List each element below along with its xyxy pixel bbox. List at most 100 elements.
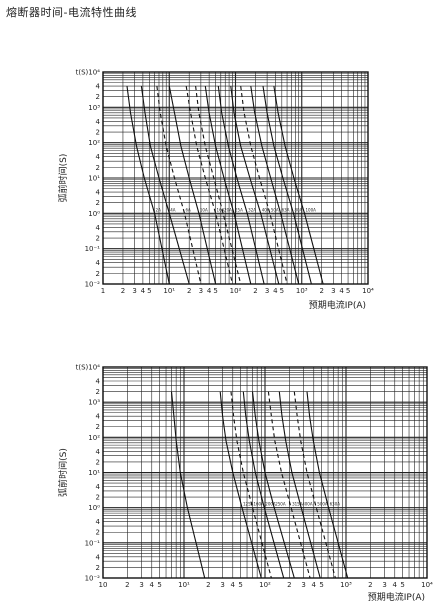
x-tick-label: 10¹ bbox=[178, 581, 190, 589]
series-label: 4A bbox=[170, 207, 176, 212]
x-tick-label: 4 bbox=[312, 581, 317, 589]
series-label: 63A bbox=[282, 207, 290, 212]
y-tick-label: 10⁰ bbox=[88, 210, 100, 218]
x-tick-label: 2 bbox=[206, 581, 210, 589]
y-tick-label: 2 bbox=[96, 129, 100, 137]
y-tick-label: 4 bbox=[96, 377, 101, 385]
x-tick-label: 5 bbox=[346, 287, 350, 295]
series-curve-13 bbox=[273, 86, 324, 285]
y-tick-label: 2 bbox=[96, 529, 100, 537]
y-axis-title: 弧前时间(S) bbox=[57, 154, 69, 203]
x-tick-label: 5 bbox=[147, 287, 151, 295]
series-curve-9 bbox=[306, 391, 349, 579]
y-tick-label: 10³ bbox=[88, 399, 100, 407]
series-label: 400A bbox=[302, 502, 313, 507]
y-tick-label: 10² bbox=[88, 434, 100, 442]
y-tick-label: 10⁻² bbox=[85, 575, 101, 583]
y-tick-label: 2 bbox=[96, 388, 100, 396]
x-tick-label: 3 bbox=[265, 287, 269, 295]
y-tick-label: 2 bbox=[96, 564, 100, 572]
series-label: 50A bbox=[271, 207, 279, 212]
y-tick-label: 2 bbox=[96, 199, 100, 207]
series-curve-5 bbox=[185, 86, 234, 285]
y-tick-label: 10⁻¹ bbox=[85, 539, 101, 547]
x-tick-label: 4 bbox=[273, 287, 278, 295]
x-tick-label: 10⁴ bbox=[421, 581, 433, 589]
y-tick-label: 2 bbox=[96, 270, 100, 278]
y-tick-label: 10⁰ bbox=[88, 504, 100, 512]
y-tick-label: 2 bbox=[96, 458, 100, 466]
series-label: 500A bbox=[317, 502, 328, 507]
x-tick-label: 2 bbox=[187, 287, 191, 295]
x-tick-label: 4 bbox=[207, 287, 212, 295]
series-curve-7 bbox=[204, 86, 252, 285]
x-tick-label: 10² bbox=[259, 581, 271, 589]
x-tick-label: 4 bbox=[141, 287, 146, 295]
y-tick-label: 4 bbox=[96, 553, 101, 561]
x-tick-label: 5 bbox=[319, 581, 323, 589]
x-tick-label: 10⁴ bbox=[362, 287, 374, 295]
y-tick-label: 10⁻¹ bbox=[85, 245, 101, 253]
series-label: 160A bbox=[253, 502, 264, 507]
series-label: 200A bbox=[265, 502, 276, 507]
series-curve-2 bbox=[140, 86, 190, 285]
x-tick-label: 5 bbox=[400, 581, 404, 589]
y-tick-label: 4 bbox=[96, 83, 101, 91]
series-curve-4 bbox=[242, 391, 285, 579]
x-tick-label: 4 bbox=[339, 287, 344, 295]
y-tick-label: 4 bbox=[96, 153, 101, 161]
y-tick-label: 4 bbox=[96, 224, 101, 232]
series-label: 315A bbox=[292, 502, 303, 507]
y-tick-label: 4 bbox=[96, 518, 101, 526]
x-tick-label: 4 bbox=[393, 581, 398, 589]
x-tick-label: 5 bbox=[280, 287, 284, 295]
x-tick-label: 2 bbox=[125, 581, 129, 589]
series-label: 16A bbox=[217, 207, 225, 212]
x-tick-label: 10³ bbox=[340, 581, 352, 589]
x-tick-label: 10 bbox=[99, 581, 108, 589]
x-tick-label: 3 bbox=[301, 581, 305, 589]
series-curve-3 bbox=[230, 391, 272, 579]
y-tick-label: 4 bbox=[96, 413, 101, 421]
series-label: 25A bbox=[235, 207, 243, 212]
x-tick-label: 3 bbox=[220, 581, 224, 589]
x-tick-label: 10² bbox=[230, 287, 242, 295]
chart-1: 1 2 3 4 5 10¹ 2 3 4 5 10² 2 3 4 5 10³ 2 3 4 5 10⁴t(S)10⁴4210… bbox=[57, 69, 374, 312]
x-axis-title: 预期电流IP(A) bbox=[368, 591, 425, 603]
series-curve-2 bbox=[219, 391, 262, 579]
plot-frame bbox=[102, 366, 428, 579]
x-tick-label: 4 bbox=[150, 581, 155, 589]
series-curve-11 bbox=[250, 86, 300, 285]
y-tick-label: 10¹ bbox=[88, 175, 100, 183]
plot-frame bbox=[102, 71, 369, 285]
x-tick-label: 10³ bbox=[296, 287, 308, 295]
series-label: 80A bbox=[294, 207, 302, 212]
chart-2: 10 2 3 4 5 10¹ 2 3 4 5 10² 2 3 4 5 10³ 2 3 4 5 10⁴t(S)10⁴421… bbox=[57, 364, 433, 604]
y-tick-label: 10² bbox=[88, 139, 100, 147]
y-tick-label: 10³ bbox=[88, 104, 100, 112]
series-label: 125A bbox=[243, 502, 254, 507]
series-curve-8 bbox=[293, 391, 336, 579]
series-curve-1 bbox=[126, 86, 170, 285]
x-tick-label: 3 bbox=[331, 287, 335, 295]
x-tick-label: 2 bbox=[368, 581, 372, 589]
x-tick-label: 5 bbox=[213, 287, 217, 295]
y-tick-label: 4 bbox=[96, 448, 101, 456]
x-tick-label: 5 bbox=[157, 581, 161, 589]
x-tick-label: 2 bbox=[121, 287, 125, 295]
series-label: 32A bbox=[248, 207, 256, 212]
y-tick-label: 4 bbox=[96, 189, 101, 197]
series-curve-1 bbox=[170, 391, 206, 579]
x-tick-label: 3 bbox=[139, 581, 143, 589]
series-curve-6 bbox=[195, 86, 242, 285]
x-tick-label: 10¹ bbox=[163, 287, 175, 295]
grid bbox=[102, 72, 368, 285]
x-axis-title: 预期电流IP(A) bbox=[309, 299, 366, 311]
x-tick-label: 3 bbox=[382, 581, 386, 589]
series-curve-6 bbox=[267, 391, 311, 579]
series-curve-10 bbox=[240, 86, 288, 285]
series-label: 20A bbox=[224, 207, 232, 212]
y-tick-label: t(S)10⁴ bbox=[76, 69, 101, 77]
y-tick-label: 2 bbox=[96, 164, 100, 172]
